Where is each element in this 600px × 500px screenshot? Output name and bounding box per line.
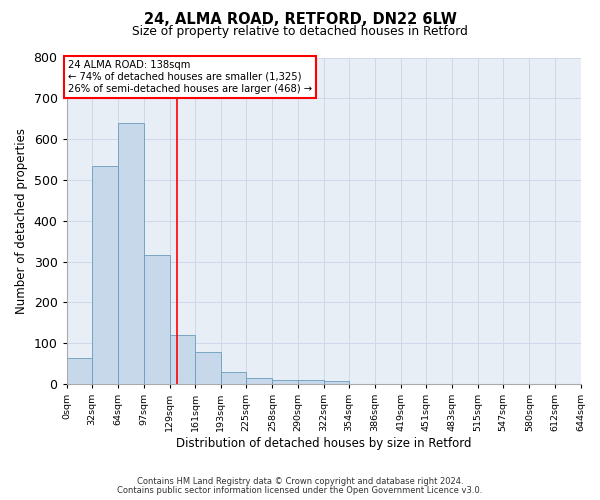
Y-axis label: Number of detached properties: Number of detached properties [15, 128, 28, 314]
Bar [144, 256, 170, 384]
Bar [67, 358, 92, 384]
Text: Size of property relative to detached houses in Retford: Size of property relative to detached ho… [132, 25, 468, 38]
Bar [272, 380, 298, 384]
Bar [92, 166, 118, 384]
Text: 24, ALMA ROAD, RETFORD, DN22 6LW: 24, ALMA ROAD, RETFORD, DN22 6LW [143, 12, 457, 28]
Bar [170, 335, 195, 384]
Text: 24 ALMA ROAD: 138sqm
← 74% of detached houses are smaller (1,325)
26% of semi-de: 24 ALMA ROAD: 138sqm ← 74% of detached h… [68, 60, 313, 94]
Bar [298, 380, 323, 384]
Bar [323, 381, 349, 384]
X-axis label: Distribution of detached houses by size in Retford: Distribution of detached houses by size … [176, 437, 471, 450]
Text: Contains public sector information licensed under the Open Government Licence v3: Contains public sector information licen… [118, 486, 482, 495]
Text: Contains HM Land Registry data © Crown copyright and database right 2024.: Contains HM Land Registry data © Crown c… [137, 478, 463, 486]
Bar [221, 372, 246, 384]
Bar [118, 123, 144, 384]
Bar [195, 352, 221, 384]
Bar [246, 378, 272, 384]
